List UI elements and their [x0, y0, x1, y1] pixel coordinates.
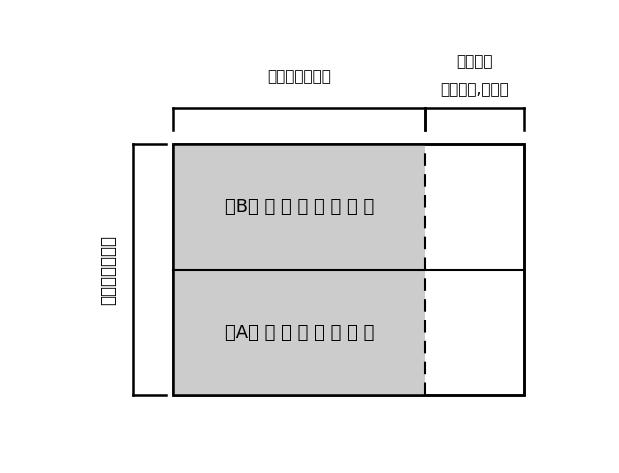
Text: （０～２,３割）: （０～２,３割） [440, 82, 509, 97]
Bar [173, 144, 524, 395]
Text: 経済的生活保障: 経済的生活保障 [267, 69, 331, 84]
Bar [173, 144, 425, 270]
Text: 障害者の生活費: 障害者の生活費 [100, 235, 118, 305]
Text: 残余部分: 残余部分 [456, 54, 493, 70]
Bar [173, 270, 425, 395]
Text: （B） 加 算 的 生 活 経 費: （B） 加 算 的 生 活 経 費 [225, 198, 374, 216]
Bar [173, 144, 524, 395]
Text: （A） 基 礎 的 生 活 経 費: （A） 基 礎 的 生 活 経 費 [225, 324, 374, 342]
